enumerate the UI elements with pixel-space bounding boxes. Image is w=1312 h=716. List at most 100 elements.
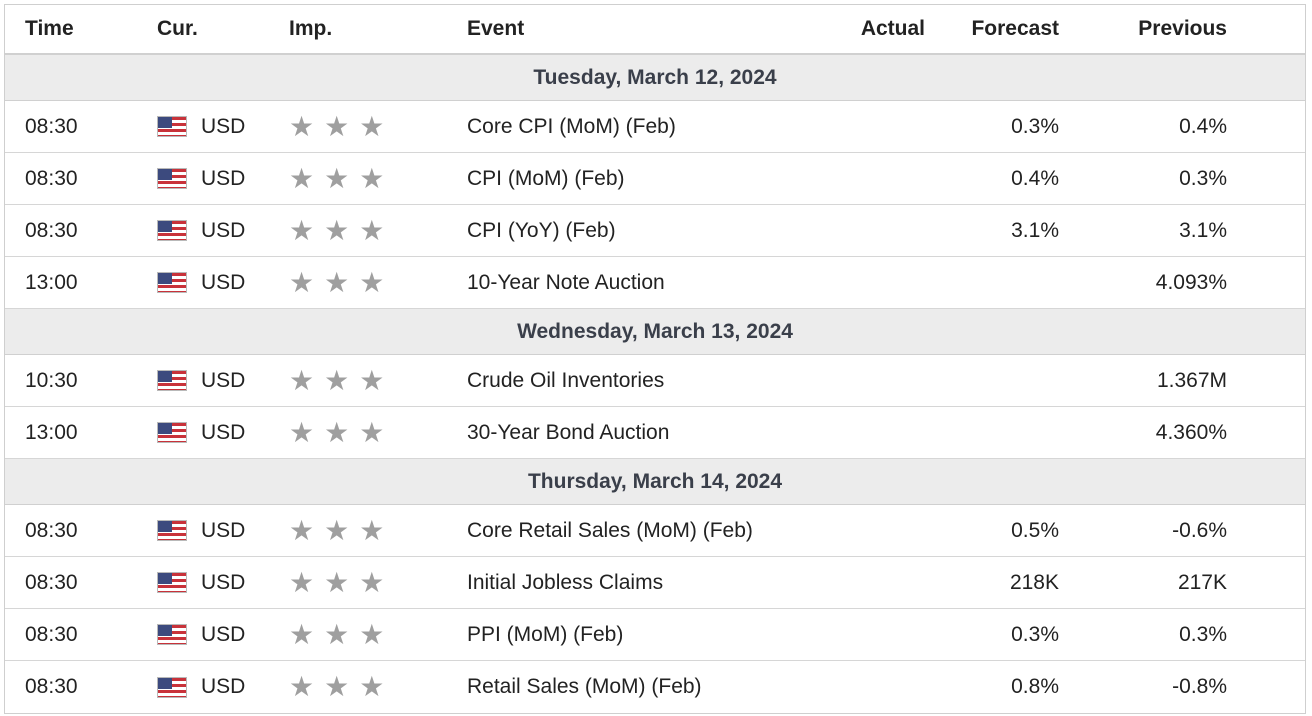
stars-group: ★ ★ ★ <box>289 268 384 297</box>
event-name[interactable]: 30-Year Bond Auction <box>467 420 670 444</box>
table-row[interactable]: 08:30 USD ★ ★ ★ CPI (MoM) (Feb) 0.4% 0.3% <box>5 153 1305 205</box>
importance-stars: ★ ★ ★ <box>289 505 384 556</box>
table-row[interactable]: 08:30 USD ★ ★ ★ PPI (MoM) (Feb) 0.3% 0.3% <box>5 609 1305 661</box>
event-name[interactable]: Core CPI (MoM) (Feb) <box>467 114 676 138</box>
table-row[interactable]: 08:30 USD ★ ★ ★ Core CPI (MoM) (Feb) 0.3% 0.4% <box>5 101 1305 153</box>
importance-stars: ★ ★ ★ <box>289 661 384 713</box>
table-row[interactable]: 13:00 USD ★ ★ ★ 10-Year Note Auction 4.093% <box>5 257 1305 309</box>
us-flag-canton <box>158 169 172 180</box>
event-currency: USD <box>157 661 245 713</box>
currency-code: USD <box>201 218 246 242</box>
event-time: 13:00 <box>25 270 78 294</box>
day-header-row: Wednesday, March 13, 2024 <box>5 309 1305 355</box>
event-forecast: 0.3% <box>1011 622 1059 646</box>
event-currency: USD <box>157 355 245 406</box>
event-forecast: 0.5% <box>1011 518 1059 542</box>
currency-code: USD <box>201 368 246 392</box>
star-icon: ★ <box>289 617 315 651</box>
event-name[interactable]: Core Retail Sales (MoM) (Feb) <box>467 518 753 542</box>
event-currency: USD <box>157 101 245 152</box>
us-flag-icon <box>157 676 187 698</box>
event-name[interactable]: 10-Year Note Auction <box>467 270 665 294</box>
currency-code: USD <box>201 675 246 698</box>
star-icon: ★ <box>289 415 315 449</box>
column-header-previous[interactable]: Previous <box>1138 17 1227 40</box>
table-row[interactable]: 08:30 USD ★ ★ ★ CPI (YoY) (Feb) 3.1% 3.1% <box>5 205 1305 257</box>
star-icon: ★ <box>324 670 350 703</box>
stars-group: ★ ★ ★ <box>289 415 384 449</box>
table-row[interactable]: 10:30 USD ★ ★ ★ Crude Oil Inventories 1.367M <box>5 355 1305 407</box>
event-forecast: 0.4% <box>1011 166 1059 190</box>
day-label: Thursday, March 14, 2024 <box>527 469 783 493</box>
event-currency: USD <box>157 153 245 204</box>
event-currency: USD <box>157 407 245 458</box>
table-row[interactable]: 13:00 USD ★ ★ ★ 30-Year Bond Auction 4.360% <box>5 407 1305 459</box>
event-previous: 0.4% <box>1179 114 1227 138</box>
event-time: 08:30 <box>25 518 78 542</box>
event-name[interactable]: Initial Jobless Claims <box>467 570 664 594</box>
day-label: Tuesday, March 12, 2024 <box>533 65 777 89</box>
us-flag-canton <box>158 221 172 232</box>
importance-stars: ★ ★ ★ <box>289 557 384 608</box>
importance-stars: ★ ★ ★ <box>289 153 384 204</box>
event-currency: USD <box>157 257 245 308</box>
table-row[interactable]: 08:30 USD ★ ★ ★ Retail Sales (MoM) (Feb) 0.8% -… <box>5 661 1305 713</box>
economic-calendar-table: Time Cur. Imp. Event Actual Forecast Pre… <box>4 4 1306 714</box>
event-name[interactable]: Crude Oil Inventories <box>467 368 665 392</box>
us-flag-icon <box>157 220 187 241</box>
us-flag-icon <box>157 370 187 391</box>
star-icon: ★ <box>359 617 385 651</box>
table-row[interactable]: 08:30 USD ★ ★ ★ Initial Jobless Claims 218K 217… <box>5 557 1305 609</box>
importance-stars: ★ ★ ★ <box>289 407 384 458</box>
star-icon: ★ <box>289 161 315 195</box>
event-time: 08:30 <box>25 622 78 646</box>
us-flag-icon <box>157 422 187 443</box>
us-flag-icon <box>157 520 187 541</box>
table-row[interactable]: 08:30 USD ★ ★ ★ Core Retail Sales (MoM) (Feb)… <box>5 505 1305 557</box>
us-flag-canton <box>158 521 172 532</box>
event-forecast: 218K <box>1009 570 1059 594</box>
event-previous: 0.3% <box>1179 166 1227 190</box>
table-body: Tuesday, March 12, 2024 08:30 USD ★ ★ ★ Core C… <box>5 55 1305 713</box>
star-icon: ★ <box>289 513 315 547</box>
star-icon: ★ <box>359 363 385 397</box>
event-previous: 3.1% <box>1179 218 1227 242</box>
importance-stars: ★ ★ ★ <box>289 101 384 152</box>
stars-group: ★ ★ ★ <box>289 568 384 597</box>
event-name[interactable]: CPI (MoM) (Feb) <box>467 166 625 190</box>
star-icon: ★ <box>289 213 315 247</box>
stars-group: ★ ★ ★ <box>289 617 385 651</box>
column-header-forecast[interactable]: Forecast <box>971 17 1059 40</box>
event-name[interactable]: PPI (MoM) (Feb) <box>467 622 624 646</box>
day-label: Wednesday, March 13, 2024 <box>517 319 793 343</box>
stars-group: ★ ★ ★ <box>289 109 385 143</box>
event-forecast: 0.8% <box>1011 675 1059 698</box>
importance-stars: ★ ★ ★ <box>289 355 384 406</box>
currency-code: USD <box>201 570 246 594</box>
event-previous: -0.6% <box>1172 518 1227 542</box>
us-flag-canton <box>158 273 172 284</box>
column-header-event[interactable]: Event <box>467 17 525 40</box>
currency-code: USD <box>201 166 246 190</box>
event-forecast: 3.1% <box>1011 218 1059 242</box>
us-flag-icon <box>157 168 187 189</box>
star-icon: ★ <box>359 513 385 547</box>
star-icon: ★ <box>324 363 350 397</box>
column-header-time[interactable]: Time <box>25 17 74 40</box>
column-header-importance[interactable]: Imp. <box>289 17 333 40</box>
table-header: Time Cur. Imp. Event Actual Forecast Pre… <box>5 5 1305 55</box>
column-header-currency[interactable]: Cur. <box>157 17 198 40</box>
currency-code: USD <box>201 270 246 294</box>
event-forecast: 0.3% <box>1011 114 1059 138</box>
event-previous: 4.360% <box>1155 420 1227 444</box>
event-currency: USD <box>157 505 245 556</box>
event-name[interactable]: Retail Sales (MoM) (Feb) <box>467 675 702 698</box>
event-time: 10:30 <box>25 368 78 392</box>
us-flag-icon <box>157 272 187 293</box>
star-icon: ★ <box>359 109 385 143</box>
us-flag-icon <box>157 624 187 645</box>
column-header-actual[interactable]: Actual <box>860 17 925 40</box>
event-name[interactable]: CPI (YoY) (Feb) <box>467 218 616 242</box>
currency-code: USD <box>201 420 246 444</box>
importance-stars: ★ ★ ★ <box>289 205 384 256</box>
